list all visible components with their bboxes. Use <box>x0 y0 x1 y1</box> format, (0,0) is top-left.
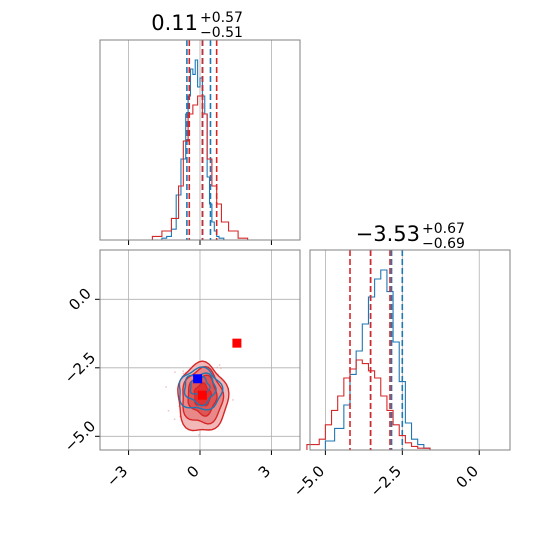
joint-frame <box>99 249 301 451</box>
hist-x-frame <box>99 39 301 241</box>
hist-y-tick-label: 0.0 <box>452 462 482 492</box>
joint-scatter-point <box>165 386 168 388</box>
joint-xtick-label: 0 <box>183 462 202 481</box>
hist-y-title-main: −3.53 <box>356 222 420 246</box>
hist-x-series <box>151 40 249 241</box>
joint-scatter-point <box>167 409 170 412</box>
joint-markers <box>193 338 242 400</box>
hist-x-step <box>151 95 249 240</box>
hist-x-title-plus: +0.57 <box>200 10 243 26</box>
hist-x-title-minus: −0.51 <box>200 25 243 41</box>
joint-scatter-point <box>219 367 222 370</box>
hist-y-panel: −5.0 −2.5 0.0 −3.53 +0.67 −0.69 <box>290 221 511 501</box>
joint-marker <box>193 374 203 384</box>
joint-scatter-point <box>232 399 234 401</box>
joint-scatter-point <box>216 366 219 369</box>
joint-scatter-point <box>173 418 176 421</box>
joint-scatter-point <box>182 372 185 375</box>
joint-scatter-point <box>174 371 176 374</box>
hist-y-tick-label: −2.5 <box>367 462 405 500</box>
hist-y-frame <box>309 249 511 451</box>
joint-marker <box>232 338 242 348</box>
joint-scatter-point <box>198 434 200 436</box>
hist-x-step <box>161 59 229 241</box>
joint-scatter-point <box>218 364 221 366</box>
hist-y-step <box>324 269 443 451</box>
joint-blue-contour-outer <box>178 366 224 411</box>
joint-scatter-point <box>182 370 185 373</box>
joint-xtick-label: 3 <box>255 462 274 481</box>
joint-ytick-label: −2.5 <box>61 349 99 387</box>
hist-x-panel: 0.11 +0.57 −0.51 <box>99 10 301 245</box>
hist-y-ticks: −5.0 −2.5 0.0 <box>290 450 482 501</box>
hist-y-series <box>306 250 443 451</box>
joint-blue-contour-mid <box>183 372 217 407</box>
hist-x-grid <box>128 40 272 240</box>
joint-panel: −3 0 3 0.0 −2.5 −5.0 <box>61 249 301 491</box>
joint-marker <box>197 390 207 400</box>
joint-grid <box>100 250 300 450</box>
joint-ytick-label: 0.0 <box>65 285 95 315</box>
joint-ticks: −3 0 3 0.0 −2.5 −5.0 <box>61 285 275 491</box>
hist-x-title-main: 0.11 <box>151 11 198 35</box>
hist-y-title-minus: −0.69 <box>422 236 465 252</box>
hist-y-title-plus: +0.67 <box>422 221 465 237</box>
joint-xtick-label: −3 <box>103 462 131 490</box>
hist-y-tick-label: −5.0 <box>290 462 328 500</box>
joint-ytick-label: −5.0 <box>61 417 99 455</box>
hist-x-ticks <box>128 240 272 245</box>
hist-y-step <box>306 359 431 450</box>
